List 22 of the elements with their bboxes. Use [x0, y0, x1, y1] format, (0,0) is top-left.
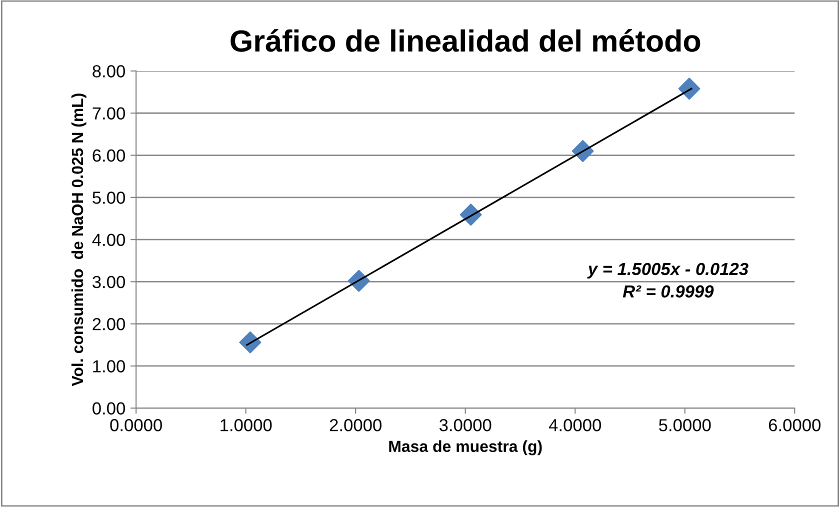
y-axis-title: Vol. consumido de NaOH 0.025 N (mL)	[71, 94, 86, 386]
chart-title: Gráfico de linealidad del método	[230, 29, 700, 52]
y-tick-label: 1.00	[93, 360, 125, 372]
x-tick-label: 4.0000	[548, 419, 601, 432]
y-tick-label: 4.00	[92, 234, 125, 246]
y-tick-label: 8.00	[92, 65, 125, 78]
point	[239, 331, 262, 354]
x-tick-label: 2.0000	[330, 419, 382, 432]
x-axis-title: Masa de muestra (g)	[389, 440, 542, 456]
x-tick-label: 0.0000	[110, 419, 162, 432]
point	[678, 78, 700, 100]
y-tick-label: 2.00	[92, 318, 125, 330]
x-tick-label: 1.0000	[220, 419, 272, 432]
x-tick-label: 5.0000	[659, 419, 711, 432]
y-tick-label: 5.00	[92, 192, 125, 204]
y-tick-label: 6.00	[92, 149, 125, 162]
x-tick-label: 6.0000	[768, 419, 821, 432]
x-tick-label: 3.0000	[439, 419, 492, 432]
y-tick-label: 0.00	[92, 402, 125, 415]
y-tick-label: 3.00	[92, 276, 125, 288]
annotation: y = 1.5005x - 0.0123 R² = 0.9999	[587, 262, 748, 298]
y-tick-label: 7.00	[92, 107, 125, 120]
